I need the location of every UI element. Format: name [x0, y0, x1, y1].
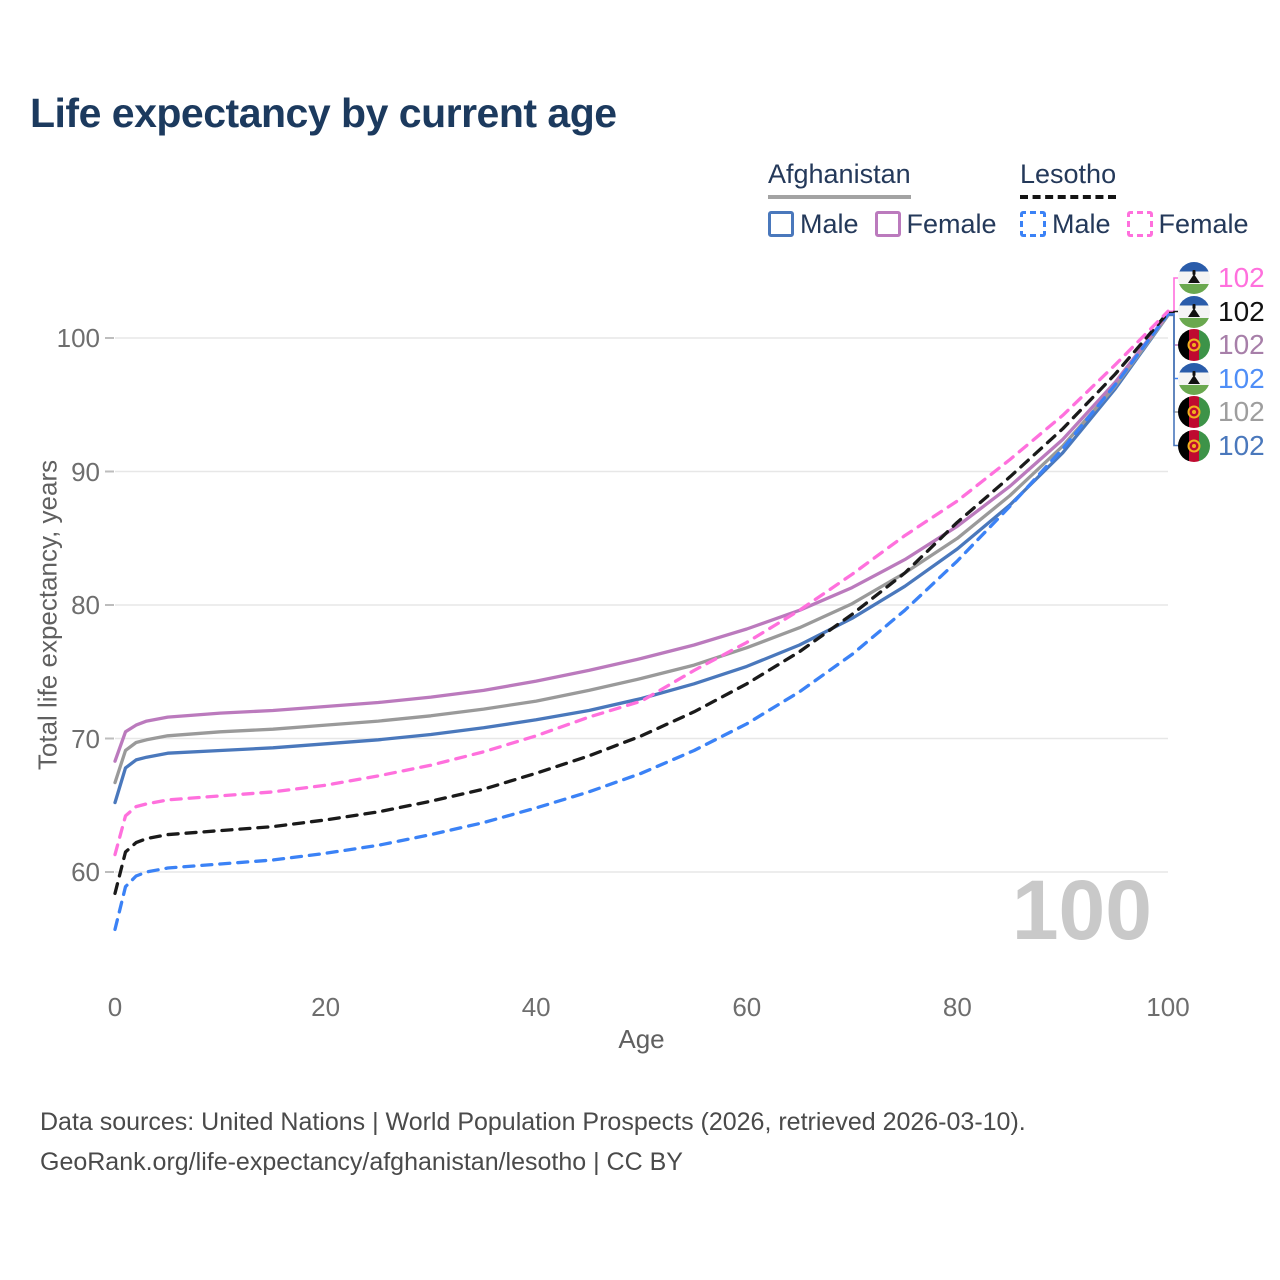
- end-label-les-both: 102: [1178, 295, 1265, 329]
- legend-item-afghanistan-male[interactable]: Male: [768, 209, 859, 240]
- series-line-les-both[interactable]: [113, 310, 1170, 896]
- end-label-afg-male: 102: [1178, 429, 1265, 463]
- mokorotlo-hat-icon: [1192, 303, 1196, 309]
- legend-label-lesotho-male: Male: [1052, 208, 1111, 239]
- legend-label-afghanistan-female: Female: [906, 208, 997, 239]
- leader-line-les-female: [1169, 277, 1178, 313]
- x-axis-title: Age: [618, 1024, 665, 1054]
- afghanistan-flag-icon: [1178, 329, 1210, 361]
- x-tick-label-100: 100: [1146, 992, 1190, 1022]
- end-value-afg-female: 102: [1218, 329, 1265, 360]
- mokorotlo-hat-icon: [1188, 307, 1200, 317]
- legend-swatch-lesotho-male: [1020, 211, 1046, 238]
- age-counter-watermark: 100: [1011, 863, 1152, 957]
- end-value-afg-male: 102: [1218, 429, 1265, 461]
- y-tick-label-80: 80: [71, 590, 100, 620]
- legend-item-afghanistan-female[interactable]: Female: [874, 208, 997, 240]
- end-label-afg-both: 102: [1178, 395, 1265, 429]
- leader-line-afg-male: [1169, 314, 1178, 447]
- y-tick-label-60: 60: [71, 857, 100, 887]
- legend-item-lesotho-male[interactable]: Male: [1020, 209, 1111, 240]
- legend-item-lesotho-female[interactable]: Female: [1126, 208, 1249, 240]
- leader-line-les-both: [1169, 310, 1178, 314]
- end-label-les-male: 102: [1178, 362, 1265, 396]
- end-value-les-both: 102: [1218, 295, 1265, 327]
- end-value-les-female: 102: [1218, 262, 1265, 293]
- end-value-afg-both: 102: [1218, 396, 1265, 427]
- series-line-les-female[interactable]: [113, 309, 1170, 857]
- legend-label-lesotho-female: Female: [1158, 208, 1249, 239]
- footer-attribution: GeoRank.org/life-expectancy/afghanistan/…: [40, 1148, 683, 1176]
- end-value-les-male: 102: [1218, 362, 1265, 394]
- afghanistan-emblem-icon: [1192, 410, 1196, 414]
- y-tick-label-70: 70: [71, 723, 100, 754]
- mokorotlo-hat-icon: [1188, 274, 1200, 283]
- mokorotlo-hat-icon: [1192, 370, 1196, 376]
- series-line-les-male[interactable]: [113, 312, 1170, 932]
- series-line-afg-female[interactable]: [113, 312, 1170, 763]
- afghanistan-flag-icon: [1178, 429, 1210, 462]
- afghanistan-flag-icon: [1178, 396, 1210, 428]
- afghanistan-emblem-icon: [1187, 405, 1201, 419]
- x-tick-label-60: 60: [732, 992, 762, 1022]
- x-tick-label-40: 40: [521, 992, 551, 1022]
- end-label-les-female: 102: [1178, 261, 1265, 295]
- lesotho-flag-icon: [1178, 295, 1210, 328]
- x-tick-label-20: 20: [311, 992, 341, 1022]
- legend-swatch-lesotho-female: [1126, 211, 1153, 238]
- y-axis-title: Total life expectancy, years: [32, 459, 63, 771]
- afghanistan-emblem-icon: [1192, 443, 1196, 448]
- chart-title: Life expectancy by current age: [30, 90, 617, 136]
- y-tick-label-100: 100: [56, 323, 100, 353]
- x-tick-label-80: 80: [942, 992, 972, 1022]
- legend-heading-afghanistan[interactable]: Afghanistan: [768, 159, 911, 199]
- end-label-afg-female: 102: [1178, 328, 1265, 362]
- afghanistan-emblem-icon: [1187, 338, 1201, 352]
- legend-items-afghanistan: Male Female: [768, 209, 997, 240]
- legend-group-afghanistan: Afghanistan Male Female: [768, 159, 997, 240]
- afghanistan-emblem-icon: [1192, 343, 1196, 347]
- footer-data-sources: Data sources: United Nations | World Pop…: [40, 1108, 1026, 1136]
- mokorotlo-hat-icon: [1192, 270, 1196, 275]
- series-line-afg-male[interactable]: [113, 313, 1170, 805]
- legend-heading-lesotho[interactable]: Lesotho: [1020, 159, 1117, 199]
- x-tick-label-0: 0: [107, 992, 123, 1022]
- lesotho-flag-icon: [1178, 262, 1210, 294]
- legend-swatch-afghanistan-female: [874, 211, 901, 238]
- lesotho-flag-icon: [1178, 362, 1210, 395]
- legend-items-lesotho: Male Female: [1020, 209, 1249, 240]
- legend-label-afghanistan-male: Male: [800, 208, 859, 239]
- afghanistan-emblem-icon: [1187, 439, 1201, 452]
- mokorotlo-hat-icon: [1188, 374, 1200, 384]
- legend-group-lesotho: Lesotho Male Female: [1020, 159, 1249, 240]
- series-line-afg-both[interactable]: [113, 313, 1170, 785]
- legend-swatch-afghanistan-male: [768, 211, 794, 238]
- y-tick-label-90: 90: [71, 456, 100, 487]
